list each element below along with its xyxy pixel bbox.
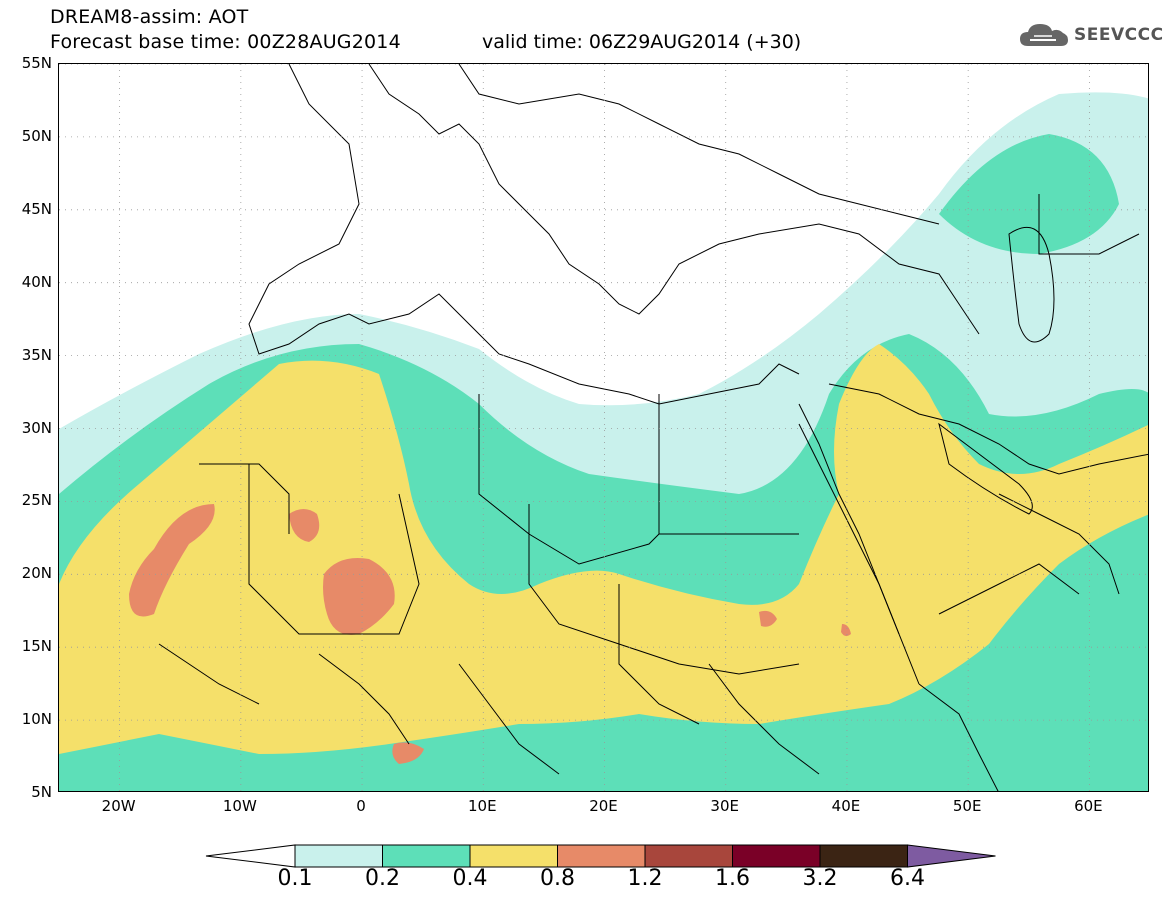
colorbar-over-triangle xyxy=(907,844,996,868)
valid-time: valid time: 06Z29AUG2014 (+30) xyxy=(482,31,802,53)
colorbar-under-triangle xyxy=(205,844,296,868)
colorbar xyxy=(205,844,996,868)
colorbar-level-label: 3.2 xyxy=(802,866,838,891)
lon-label: 30E xyxy=(710,797,740,815)
seevccc-logo: SEEVCCC xyxy=(1018,20,1164,50)
lon-label: 10E xyxy=(467,797,497,815)
lat-label: 20N xyxy=(21,564,52,583)
colorbar-level-label: 0.8 xyxy=(540,866,575,891)
lat-label: 15N xyxy=(21,637,52,656)
lon-label: 10W xyxy=(222,797,257,815)
colorbar-level-label: 1.6 xyxy=(715,866,750,891)
lon-label: 50E xyxy=(952,797,982,815)
lon-label: 0 xyxy=(356,797,366,815)
red-sea xyxy=(798,423,900,635)
logo-text: SEEVCCC xyxy=(1074,25,1164,45)
colorbar-level-label: 0.2 xyxy=(365,866,400,891)
colorbar-segment xyxy=(382,844,471,868)
lon-label: 60E xyxy=(1074,797,1103,815)
aot-map xyxy=(59,64,1148,791)
persian-gulf xyxy=(938,422,1033,515)
lat-label: 10N xyxy=(21,710,52,729)
colorbar-level-label: 0.4 xyxy=(452,866,488,891)
colorbar-level-label: 6.4 xyxy=(890,866,925,891)
colorbar-segment xyxy=(732,844,821,868)
colorbar-segment xyxy=(644,844,733,868)
lat-label: 5N xyxy=(31,783,52,801)
lat-label: 40N xyxy=(21,272,52,291)
chart-title: DREAM8-assim: AOT xyxy=(50,6,249,28)
lat-label: 35N xyxy=(21,345,52,364)
lon-label: 40E xyxy=(831,797,861,815)
aot-medium-field xyxy=(59,344,1148,754)
aot-high-field xyxy=(129,504,851,764)
colorbar-segment xyxy=(469,844,558,868)
colorbar-segment xyxy=(294,844,383,868)
colorbar-level-label: 0.1 xyxy=(277,866,313,891)
lat-label: 25N xyxy=(21,491,52,510)
colorbar-segment xyxy=(557,844,646,868)
lat-label: 55N xyxy=(21,54,52,72)
forecast-base-time: Forecast base time: 00Z28AUG2014 xyxy=(50,31,401,53)
lat-label: 50N xyxy=(21,126,52,145)
lat-label: 30N xyxy=(21,418,52,437)
lon-label: 20W xyxy=(101,797,136,815)
colorbar-level-label: 1.2 xyxy=(627,866,663,891)
caspian-sea xyxy=(1008,226,1055,343)
lon-label: 20E xyxy=(589,797,618,815)
map-area xyxy=(58,63,1149,792)
lat-label: 45N xyxy=(21,199,52,218)
cloud-icon xyxy=(1020,24,1068,46)
colorbar-segment xyxy=(819,844,908,868)
